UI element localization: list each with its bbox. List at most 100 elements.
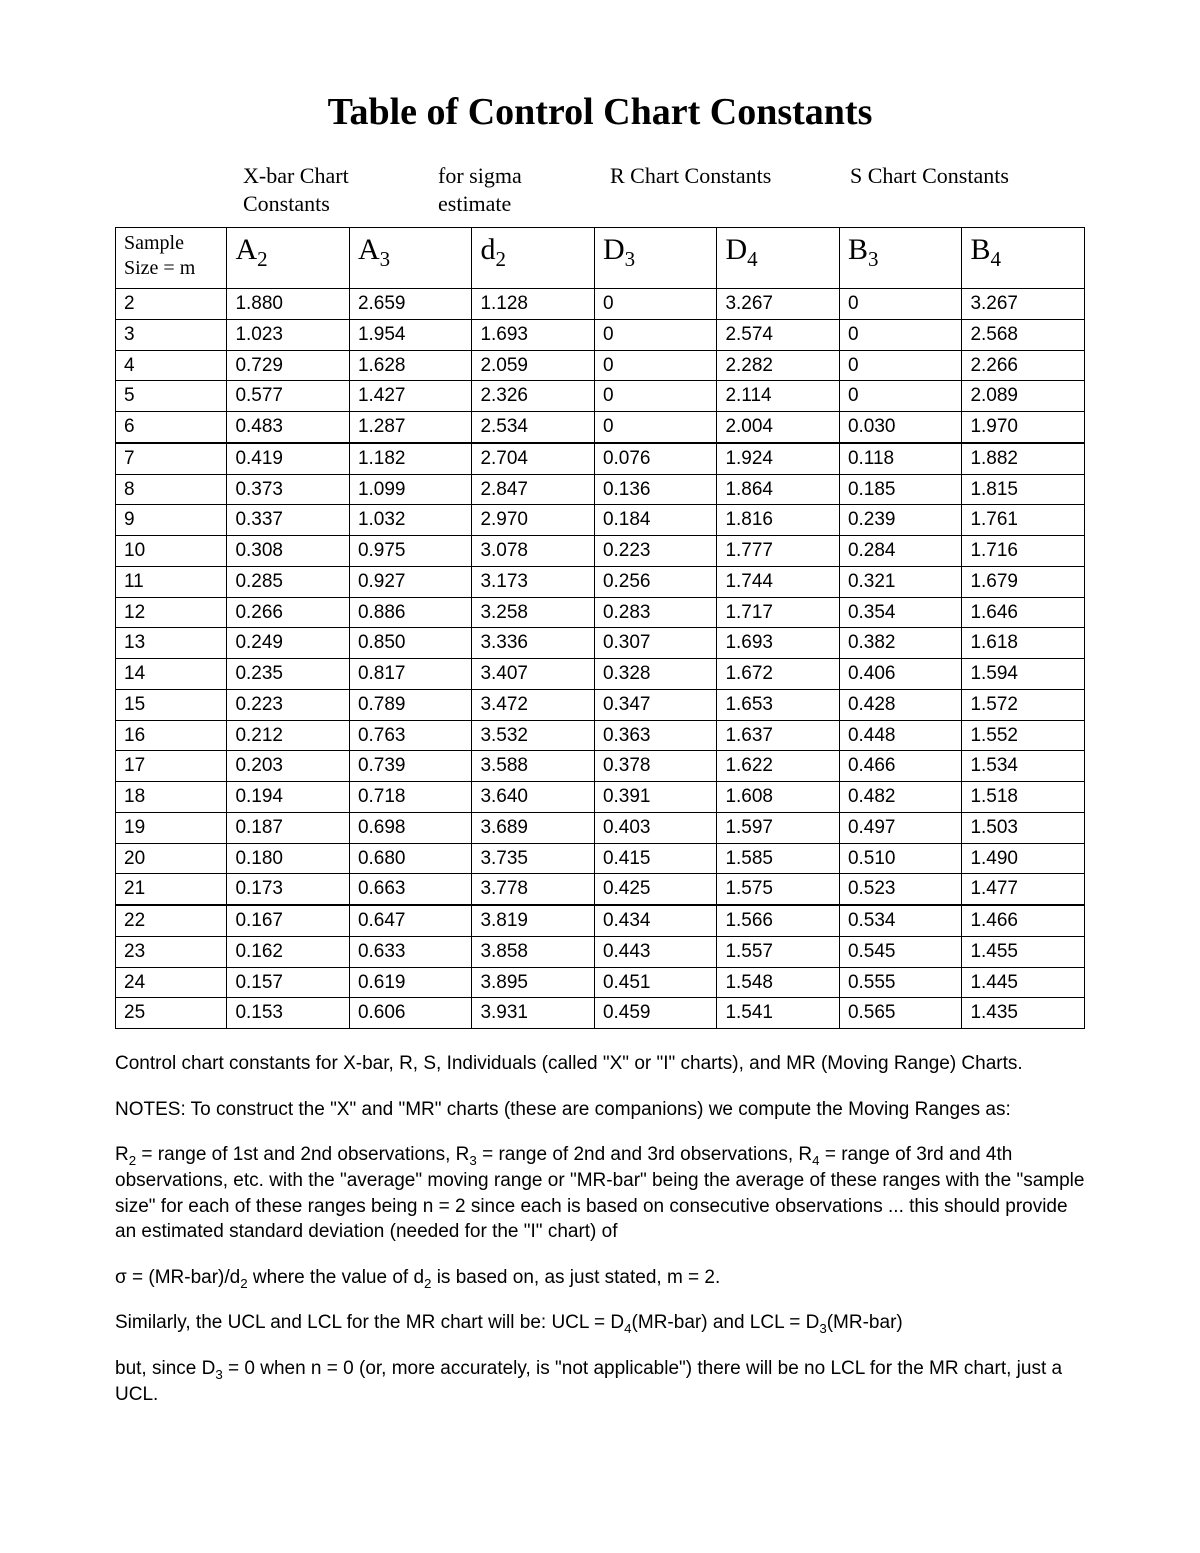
cell-value: 1.864 bbox=[717, 474, 840, 505]
cell-m: 19 bbox=[116, 812, 227, 843]
cell-value: 1.575 bbox=[717, 874, 840, 905]
cell-value: 1.646 bbox=[962, 597, 1085, 628]
cell-value: 1.503 bbox=[962, 812, 1085, 843]
table-row: 150.2230.7893.4720.3471.6530.4281.572 bbox=[116, 689, 1085, 720]
cell-m: 17 bbox=[116, 751, 227, 782]
cell-value: 0.663 bbox=[349, 874, 472, 905]
cell-value: 1.552 bbox=[962, 720, 1085, 751]
cell-value: 0.185 bbox=[839, 474, 962, 505]
note-p3: R2 = range of 1st and 2nd observations, … bbox=[115, 1142, 1085, 1245]
cell-value: 0.187 bbox=[227, 812, 350, 843]
cell-value: 0.194 bbox=[227, 782, 350, 813]
cell-value: 1.445 bbox=[962, 967, 1085, 998]
cell-value: 0 bbox=[839, 350, 962, 381]
note-p6: but, since D3 = 0 when n = 0 (or, more a… bbox=[115, 1356, 1085, 1407]
cell-value: 3.532 bbox=[472, 720, 595, 751]
table-row: 190.1870.6983.6890.4031.5970.4971.503 bbox=[116, 812, 1085, 843]
cell-value: 1.679 bbox=[962, 566, 1085, 597]
cell-value: 0 bbox=[839, 289, 962, 320]
cell-value: 3.078 bbox=[472, 536, 595, 567]
table-row: 110.2850.9273.1730.2561.7440.3211.679 bbox=[116, 566, 1085, 597]
cell-value: 1.761 bbox=[962, 505, 1085, 536]
cell-value: 1.672 bbox=[717, 659, 840, 690]
cell-value: 3.472 bbox=[472, 689, 595, 720]
cell-value: 0.283 bbox=[594, 597, 717, 628]
cell-m: 22 bbox=[116, 905, 227, 936]
cell-value: 0.153 bbox=[227, 998, 350, 1029]
cell-value: 1.880 bbox=[227, 289, 350, 320]
table-row: 240.1570.6193.8950.4511.5480.5551.445 bbox=[116, 967, 1085, 998]
cell-m: 4 bbox=[116, 350, 227, 381]
cell-m: 6 bbox=[116, 412, 227, 443]
cell-value: 1.744 bbox=[717, 566, 840, 597]
note-p1: Control chart constants for X-bar, R, S,… bbox=[115, 1051, 1085, 1077]
constants-table: Sample Size = m A2A3d2D3D4B3B4 21.8802.6… bbox=[115, 227, 1085, 1029]
table-row: 170.2030.7393.5880.3781.6220.4661.534 bbox=[116, 751, 1085, 782]
cell-value: 0 bbox=[594, 289, 717, 320]
cell-value: 0.162 bbox=[227, 936, 350, 967]
table-row: 31.0231.9541.69302.57402.568 bbox=[116, 319, 1085, 350]
cell-value: 0.680 bbox=[349, 843, 472, 874]
note-p5: Similarly, the UCL and LCL for the MR ch… bbox=[115, 1310, 1085, 1336]
page-title: Table of Control Chart Constants bbox=[115, 90, 1085, 134]
cell-value: 1.653 bbox=[717, 689, 840, 720]
cell-m: 12 bbox=[116, 597, 227, 628]
cell-value: 0.466 bbox=[839, 751, 962, 782]
group-header-xbar: X-bar Chart Constants bbox=[243, 162, 438, 217]
cell-value: 0.378 bbox=[594, 751, 717, 782]
cell-value: 3.640 bbox=[472, 782, 595, 813]
cell-value: 0.739 bbox=[349, 751, 472, 782]
note-p4: σ = (MR-bar)/d2 where the value of d2 is… bbox=[115, 1265, 1085, 1291]
cell-value: 0.203 bbox=[227, 751, 350, 782]
cell-value: 0 bbox=[594, 381, 717, 412]
cell-value: 3.258 bbox=[472, 597, 595, 628]
cell-value: 0.698 bbox=[349, 812, 472, 843]
cell-value: 1.566 bbox=[717, 905, 840, 936]
cell-value: 3.173 bbox=[472, 566, 595, 597]
cell-value: 0.337 bbox=[227, 505, 350, 536]
cell-value: 1.816 bbox=[717, 505, 840, 536]
cell-value: 0 bbox=[594, 412, 717, 443]
cell-m: 15 bbox=[116, 689, 227, 720]
cell-value: 1.490 bbox=[962, 843, 1085, 874]
table-row: 160.2120.7633.5320.3631.6370.4481.552 bbox=[116, 720, 1085, 751]
cell-value: 0.173 bbox=[227, 874, 350, 905]
cell-value: 3.267 bbox=[717, 289, 840, 320]
cell-value: 2.568 bbox=[962, 319, 1085, 350]
cell-m: 11 bbox=[116, 566, 227, 597]
table-row: 140.2350.8173.4070.3281.6720.4061.594 bbox=[116, 659, 1085, 690]
cell-value: 1.427 bbox=[349, 381, 472, 412]
cell-m: 14 bbox=[116, 659, 227, 690]
table-row: 40.7291.6282.05902.28202.266 bbox=[116, 350, 1085, 381]
table-row: 50.5771.4272.32602.11402.089 bbox=[116, 381, 1085, 412]
cell-value: 3.588 bbox=[472, 751, 595, 782]
cell-value: 0 bbox=[594, 319, 717, 350]
cell-value: 1.693 bbox=[472, 319, 595, 350]
cell-value: 3.735 bbox=[472, 843, 595, 874]
cell-value: 0.076 bbox=[594, 443, 717, 474]
cell-value: 1.717 bbox=[717, 597, 840, 628]
cell-value: 1.455 bbox=[962, 936, 1085, 967]
table-row: 220.1670.6473.8190.4341.5660.5341.466 bbox=[116, 905, 1085, 936]
group-header-sigma: for sigma estimate bbox=[438, 162, 610, 217]
cell-m: 20 bbox=[116, 843, 227, 874]
cell-value: 1.182 bbox=[349, 443, 472, 474]
cell-value: 0.975 bbox=[349, 536, 472, 567]
cell-value: 1.594 bbox=[962, 659, 1085, 690]
cell-value: 1.924 bbox=[717, 443, 840, 474]
table-row: 120.2660.8863.2580.2831.7170.3541.646 bbox=[116, 597, 1085, 628]
table-row: 230.1620.6333.8580.4431.5570.5451.455 bbox=[116, 936, 1085, 967]
cell-value: 0.497 bbox=[839, 812, 962, 843]
table-row: 250.1530.6063.9310.4591.5410.5651.435 bbox=[116, 998, 1085, 1029]
cell-value: 0.763 bbox=[349, 720, 472, 751]
cell-value: 0.817 bbox=[349, 659, 472, 690]
table-row: 21.8802.6591.12803.26703.267 bbox=[116, 289, 1085, 320]
cell-value: 0.555 bbox=[839, 967, 962, 998]
cell-value: 0.223 bbox=[227, 689, 350, 720]
cell-value: 0.406 bbox=[839, 659, 962, 690]
cell-value: 0.391 bbox=[594, 782, 717, 813]
cell-value: 1.637 bbox=[717, 720, 840, 751]
cell-value: 0.729 bbox=[227, 350, 350, 381]
cell-value: 0.030 bbox=[839, 412, 962, 443]
cell-value: 1.716 bbox=[962, 536, 1085, 567]
